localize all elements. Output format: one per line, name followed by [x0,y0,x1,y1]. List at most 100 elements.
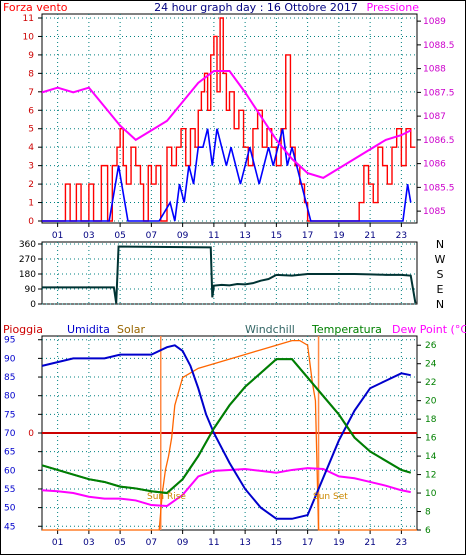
direction-tick-label: 0 [30,300,36,310]
pressure-tick-label: 1086 [423,160,446,170]
temperature-x-tick-label: 03 [83,538,94,548]
compass-label: S [437,268,444,281]
wind-tick-label: 8 [28,69,34,79]
wind-tick-label: 7 [28,88,34,98]
pressure-tick-label: 1089 [423,17,446,27]
temperature-x-tick-label: 11 [208,538,219,548]
sunset-label: Sun Set [313,492,348,502]
temperature-tick-label: 16 [425,434,437,444]
wind-x-tick-label: 11 [208,231,219,241]
humidity-tick-label: 55 [4,485,15,495]
temperature-tick-label: 6 [425,526,431,536]
direction-tick-label: 270 [19,255,36,265]
wind-x-axis: 01 03 05 07 09 11 13 15 17 19 21 23 [52,223,407,241]
humidity-tick-label: 60 [4,466,16,476]
legend-humidity: Umidita [67,323,110,336]
humidity-tick-label: 90 [4,354,16,364]
temperature-tick-label: 24 [425,360,437,370]
humidity-tick-label: 80 [4,392,16,402]
pressure-tick-label: 1085.5 [423,183,455,193]
legend-temperature: Temperatura [311,323,382,336]
compass-label: N [436,238,444,251]
wind-tick-label: 2 [28,180,34,190]
temperature-x-tick-label: 15 [271,538,282,548]
temperature-x-axis: 01 03 05 07 09 11 13 15 17 19 21 23 [52,530,407,548]
compass-label: E [437,283,444,296]
humidity-tick-label: 85 [4,373,15,383]
pressure-tick-label: 1086.5 [423,136,455,146]
wind-x-tick-label: 19 [333,231,345,241]
humidity-tick-label: 65 [4,448,15,458]
pressure-y-axis: 1085 1085.5 1086 1086.5 1087 1087.5 1088 1088.5… [417,17,455,217]
wind-tick-label: 1 [28,199,34,209]
wind-x-tick-label: 09 [177,231,189,241]
sunrise-label: Sun Rise [147,492,186,502]
wind-y-axis: 0 1 2 3 4 5 6 7 8 9 10 11 [23,14,42,227]
pressure-tick-label: 1088 [423,65,446,75]
legend-rain: Pioggia [3,323,43,336]
pressure-tick-label: 1087.5 [423,88,455,98]
direction-series [42,245,417,304]
wind-tick-label: 10 [23,32,35,42]
temperature-series [41,358,412,495]
wind-tick-label: 3 [28,162,34,172]
wind-gust-series [42,128,412,222]
temperature-tick-label: 8 [425,508,431,518]
temperature-x-tick-label: 07 [146,538,157,548]
direction-y-axis: 0 90 180 270 360 [19,240,42,310]
temperature-series [41,336,417,531]
wind-series [41,17,416,222]
pressure-tick-label: 1085 [423,207,446,217]
temperature-y-axis: 6 8 10 12 14 16 18 20 22 24 26 [417,341,437,536]
legend-solar: Solar [117,323,146,336]
rain-zero-label: 0 [28,429,34,439]
temperature-tick-label: 26 [425,341,437,351]
legend-dewpoint: Dew Point (°C) [392,323,466,336]
temperature-tick-label: 22 [425,378,436,388]
pressure-axis-label: Pressione [367,1,420,14]
wind-grid [42,14,417,223]
temperature-tick-label: 12 [425,471,436,481]
wind-x-tick-label: 03 [83,231,94,241]
humidity-y-axis: 45 50 55 60 65 70 75 80 85 90 95 [4,336,42,532]
wind-tick-label: 5 [28,125,34,135]
wind-x-tick-label: 05 [114,231,125,241]
humidity-tick-label: 70 [4,429,16,439]
compass-label: N [436,298,444,311]
humidity-tick-label: 45 [4,522,15,532]
direction-tick-label: 180 [19,270,36,280]
humidity-tick-label: 50 [4,504,16,514]
temperature-tick-label: 20 [425,397,437,407]
solar-series [42,339,417,531]
wind-tick-label: 6 [28,106,34,116]
wind-tick-label: 0 [28,217,34,227]
direction-tick-label: 90 [25,285,37,295]
humidity-series [41,344,411,520]
wind-x-tick-label: 23 [396,231,407,241]
direction-plot-area [41,241,418,305]
legend-windchill: Windchill [245,323,295,336]
direction-tick-label: 360 [19,240,36,250]
temperature-x-tick-label: 05 [114,538,125,548]
humidity-tick-label: 75 [4,410,15,420]
pressure-series [41,70,412,179]
pressure-tick-label: 1087 [423,112,446,122]
wind-axis-label: Forza vento [3,1,68,14]
compass-label: W [435,253,446,266]
wind-direction-series [42,245,417,304]
temperature-x-tick-label: 01 [52,538,63,548]
wind-x-tick-label: 15 [271,231,282,241]
temperature-x-tick-label: 23 [396,538,407,548]
wind-x-tick-label: 07 [146,231,157,241]
wind-tick-label: 9 [28,51,34,61]
dewpoint-series [41,467,411,507]
temperature-tick-label: 18 [425,415,437,425]
wind-x-tick-label: 13 [239,231,250,241]
wind-x-tick-label: 01 [52,231,63,241]
wind-plot-area [41,13,418,224]
wind-tick-label: 11 [23,14,34,24]
temperature-x-tick-label: 17 [302,538,313,548]
